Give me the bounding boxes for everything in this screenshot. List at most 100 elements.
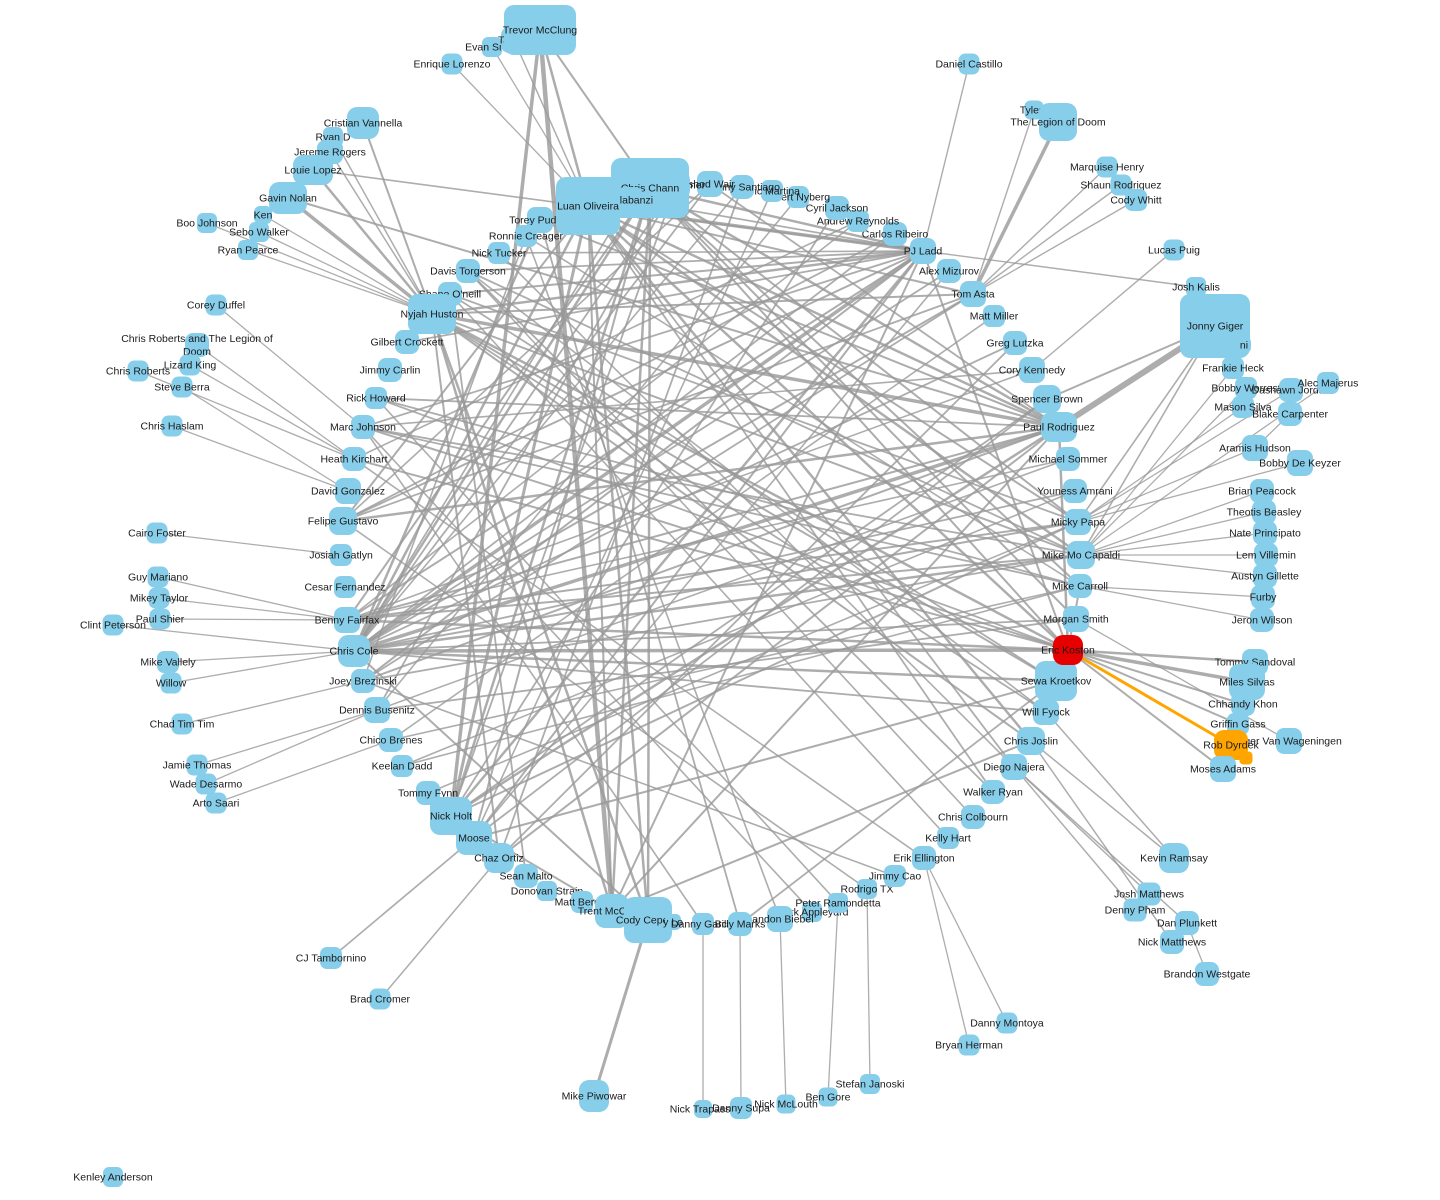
node-lizard-king[interactable]: Lizard King (164, 354, 217, 376)
node-box-marquise-henry[interactable] (1096, 156, 1118, 178)
node-brad-cromer[interactable]: Brad Cromer (350, 988, 411, 1010)
node-box-chris-joslin[interactable] (1017, 727, 1045, 755)
node-box-sewa-kroetkov[interactable] (1035, 661, 1077, 701)
node-benny-fairfax[interactable]: Benny Fairfax (315, 607, 381, 633)
node-furby[interactable]: Furby (1250, 585, 1278, 609)
node-heath-kirchart[interactable]: Heath Kirchart (320, 447, 388, 471)
node-box-david-gonzalez[interactable] (335, 478, 361, 504)
node-box-erik-ellington[interactable] (912, 846, 936, 870)
node-paul-shier[interactable]: Paul Shier (136, 608, 185, 630)
node-box-keelan-dadd[interactable] (391, 755, 413, 777)
node-spencer-brown[interactable]: Spencer Brown (1011, 385, 1083, 413)
node-josiah-gatlyn[interactable]: Josiah Gatlyn (309, 544, 373, 566)
node-box-marc-johnson[interactable] (351, 415, 375, 439)
node-box-jeron-wilson[interactable] (1250, 608, 1274, 632)
node-boo-johnson[interactable]: Boo Johnson (176, 213, 238, 233)
node-chris-joslin[interactable]: Chris Joslin (1004, 727, 1058, 755)
node-box-arto-saari[interactable] (205, 792, 227, 814)
node-box-pj-ladd[interactable] (910, 238, 936, 264)
node-box-cristian-vannella[interactable] (347, 107, 379, 139)
node-the-legion-of-doom[interactable]: The Legion of Doom (1010, 103, 1106, 141)
node-cody-cepeda[interactable]: Cody Cepeda (616, 897, 680, 943)
node-box-clint-peterson[interactable] (102, 614, 124, 636)
node-box-felipe-gustavo[interactable] (329, 507, 357, 535)
node-box-the-legion-of-doom[interactable] (1039, 103, 1077, 141)
node-box-mason-silva[interactable] (1232, 396, 1254, 418)
node-peter-ramondetta[interactable]: Peter Ramondetta (795, 893, 881, 913)
node-will-fyock[interactable]: Will Fyock (1022, 699, 1071, 725)
node-box-dashawn-jordan[interactable] (1279, 378, 1303, 402)
node-sewa-kroetkov[interactable]: Sewa Kroetkov (1021, 661, 1092, 701)
node-box-cairo-foster[interactable] (146, 522, 168, 544)
node-box-ken[interactable] (254, 206, 272, 224)
node-box-gavin-nolan[interactable] (269, 182, 307, 214)
node-box-dennis-busenitz[interactable] (364, 697, 390, 723)
node-denny-pham[interactable]: Denny Pham (1105, 898, 1166, 922)
node-box-shaun-rodriquez[interactable] (1110, 174, 1132, 196)
node-lucas-puig[interactable]: Lucas Puig (1148, 239, 1200, 261)
node-box-sebo-walker[interactable] (249, 222, 269, 242)
node-mike-piwowar[interactable]: Mike Piwowar (562, 1080, 627, 1112)
node-box-brian-peacock[interactable] (1250, 479, 1274, 503)
node-frankie-heck[interactable]: Frankie Heck (1202, 357, 1265, 379)
node-keelan-dadd[interactable]: Keelan Dadd (372, 755, 433, 777)
node-blake-carpenter[interactable]: Blake Carpenter (1252, 402, 1328, 426)
node-josh-matthews[interactable]: Josh Matthews (1114, 882, 1184, 906)
node-alec-majerus[interactable]: Alec Majerus (1298, 372, 1359, 394)
node-marc-johnson[interactable]: Marc Johnson (330, 415, 396, 439)
node-box-eiger-van-wageningen[interactable] (1276, 728, 1302, 754)
node-erik-ellington[interactable]: Erik Ellington (893, 846, 955, 870)
node-box-ni[interactable] (1237, 338, 1251, 352)
node-box-alex-mizurov[interactable] (937, 259, 961, 283)
node-brandon-westgate[interactable]: Brandon Westgate (1164, 962, 1251, 986)
node-kelly-hart[interactable]: Kelly Hart (925, 827, 971, 849)
node-box-eric-martina[interactable] (761, 180, 783, 202)
node-box-tom-asta[interactable] (960, 281, 986, 307)
node-chris-colbourn[interactable]: Chris Colbourn (938, 805, 1008, 829)
node-box-cj-tambornino[interactable] (320, 947, 342, 969)
node-paul-rodriguez[interactable]: Paul Rodriguez (1023, 412, 1095, 442)
node-ishod-wair[interactable]: Ishod Wair (685, 171, 735, 197)
node-box-bryan-herman[interactable] (958, 1034, 980, 1056)
node-box-manny-santiago[interactable] (730, 175, 754, 199)
node-matt-miller[interactable]: Matt Miller (970, 305, 1019, 327)
node-diego-najera[interactable]: Diego Najera (983, 754, 1045, 780)
node-box-sean-malto[interactable] (514, 864, 538, 888)
node-cristian-vannella[interactable]: Cristian Vannella (324, 107, 403, 139)
node-box-furby[interactable] (1251, 585, 1275, 609)
node-box-evan-smith[interactable] (482, 37, 502, 57)
node-walker-ryan[interactable]: Walker Ryan (963, 780, 1023, 804)
node-box-donovan-strain[interactable] (537, 881, 557, 901)
node-box-lucas-puig[interactable] (1163, 239, 1185, 261)
node-jimmy-cao[interactable]: Jimmy Cao (869, 865, 922, 887)
node-landon-biebel[interactable]: Landon Biebel (746, 906, 814, 932)
node-carlos-ribeiro[interactable]: Carlos Ribeiro (862, 222, 929, 246)
node-box-ishod-wair[interactable] (697, 171, 723, 197)
node-austyn-gillette[interactable]: Austyn Gillette (1231, 564, 1299, 588)
node-kevin-ramsay[interactable]: Kevin Ramsay (1140, 843, 1209, 873)
node-davis-torgerson[interactable]: Davis Torgerson (430, 259, 506, 283)
node-nyjah-huston[interactable]: Nyjah Huston (400, 294, 464, 334)
node-box-ronnie-creager[interactable] (515, 225, 537, 247)
node-box-jamie-thomas[interactable] (186, 754, 208, 776)
node-box-cesar-fernandez[interactable] (334, 576, 356, 598)
node-willow[interactable]: Willow (156, 672, 187, 694)
node-box-mike-carroll[interactable] (1068, 574, 1092, 598)
node-box-youness-amrani[interactable] (1063, 479, 1087, 503)
node-box-nick-trapasso[interactable] (694, 1100, 712, 1118)
node-box-guy-mariano[interactable] (147, 566, 169, 588)
node-moses-adams[interactable]: Moses Adams (1190, 756, 1256, 782)
node-luan-oliveira[interactable]: Luan Oliveira (556, 177, 620, 235)
node-cyril-jackson[interactable]: Cyril Jackson (806, 196, 869, 220)
node-box-austyn-gillette[interactable] (1253, 564, 1277, 588)
node-jimmy-carlin[interactable]: Jimmy Carlin (360, 358, 421, 382)
node-shaun-rodriquez[interactable]: Shaun Rodriquez (1080, 174, 1162, 196)
node-jamie-thomas[interactable]: Jamie Thomas (163, 754, 232, 776)
node-jonny-giger[interactable]: Jonny Giger (1180, 294, 1250, 358)
node-box-danny-montoya[interactable] (996, 1012, 1018, 1034)
node-box-stefan-janoski[interactable] (860, 1074, 880, 1094)
node-box-josh-kalis[interactable] (1186, 277, 1206, 297)
node-chaz-ortiz[interactable]: Chaz Ortiz (474, 843, 524, 873)
node-moose[interactable]: Moose (456, 821, 492, 855)
node-box-enrique-lorenzo[interactable] (441, 53, 463, 75)
